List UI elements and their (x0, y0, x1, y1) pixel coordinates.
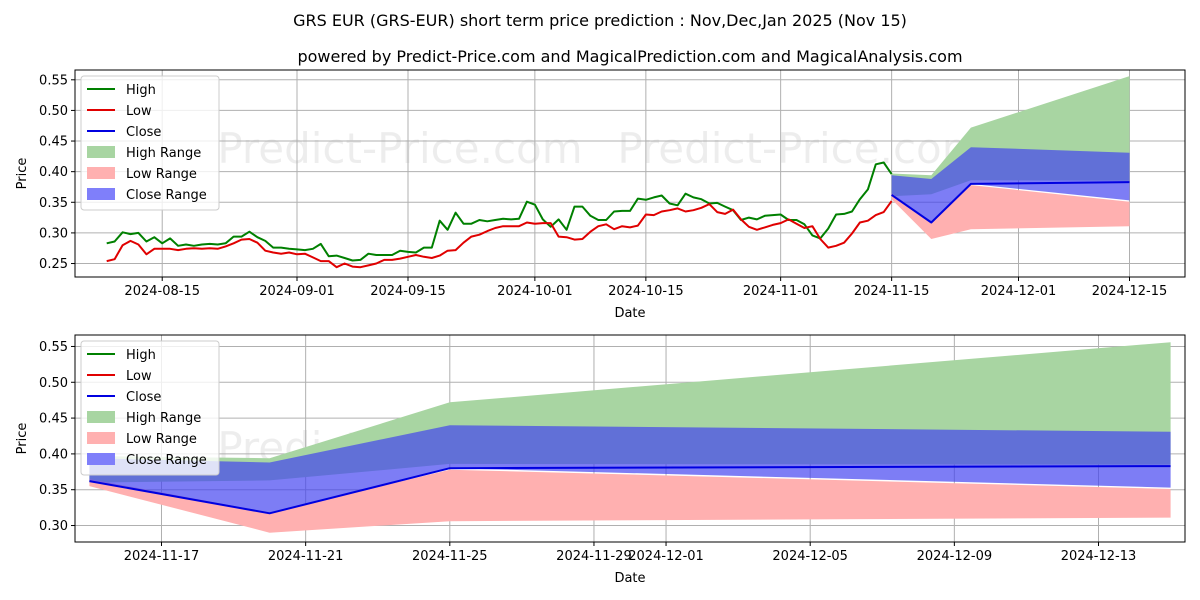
legend-box (80, 340, 220, 476)
watermark-group: Predict-Price.com Predict-Price.com Predic… (217, 124, 982, 322)
y-tick-label: 0.45 (39, 135, 68, 150)
legend-label: Close (126, 390, 161, 405)
close-series-line (891, 181, 1130, 224)
legend-label: Low Range (126, 167, 197, 182)
close-range-band (89, 425, 1171, 514)
legend-label: High Range (126, 146, 201, 161)
x-tick-label: 2024-09-15 (370, 284, 446, 299)
legend-label: Low (126, 104, 152, 119)
y-tick-label: 0.55 (39, 73, 68, 88)
chart-title: GRS EUR (GRS-EUR) short term price predi… (293, 11, 907, 30)
x-tick-label: 2024-12-09 (917, 549, 993, 564)
plot-area (106, 76, 1130, 269)
low-range-band (891, 185, 1130, 239)
legend-label: High (126, 348, 156, 363)
y-tick-label: 0.40 (39, 165, 68, 180)
watermark-text: Predict-Price.com (617, 273, 982, 322)
legend-swatch-patch (87, 432, 115, 444)
x-tick-label: 2024-09-01 (259, 284, 335, 299)
x-axis-label: Date (614, 571, 645, 586)
legend-swatch-patch (87, 188, 115, 200)
bottom-chart-panel: Predict-Price.comPredict-Price.com2024-1… (15, 334, 1186, 586)
x-tick-label: 2024-08-15 (124, 284, 200, 299)
low-range-band (89, 469, 1171, 533)
x-tick-label: 2024-11-15 (854, 284, 930, 299)
y-tick-label: 0.55 (39, 340, 68, 355)
x-tick-label: 2024-12-05 (772, 549, 848, 564)
y-tick-label: 0.50 (39, 104, 68, 119)
x-tick-label: 2024-11-17 (124, 549, 200, 564)
legend-label: High Range (126, 411, 201, 426)
legend-swatch-patch (87, 167, 115, 179)
x-tick-label: 2024-12-15 (1092, 284, 1168, 299)
x-tick-label: 2024-11-01 (743, 284, 819, 299)
y-tick-label: 0.35 (39, 483, 68, 498)
y-tick-label: 0.30 (39, 519, 68, 534)
legend-label: Close Range (126, 188, 207, 203)
y-axis-label: Price (15, 158, 30, 190)
legend-box (80, 75, 220, 211)
x-tick-label: 2024-11-25 (412, 549, 488, 564)
axes-frame (74, 334, 1186, 543)
y-tick-label: 0.35 (39, 196, 68, 211)
x-tick-label: 2024-10-15 (608, 284, 684, 299)
y-tick-label: 0.40 (39, 447, 68, 462)
watermark-text: Predict-Price.com (217, 273, 582, 322)
close-range-band (891, 147, 1130, 223)
x-tick-label: 2024-12-01 (981, 284, 1057, 299)
y-tick-label: 0.45 (39, 412, 68, 427)
legend-swatch-patch (87, 411, 115, 423)
watermark-text: Predict-Price.com (217, 124, 582, 173)
legend-swatch-patch (87, 453, 115, 465)
legend-swatch-patch (87, 146, 115, 158)
y-tick-label: 0.30 (39, 226, 68, 241)
legend: High Low Close High Range Low Range Close Ran… (80, 340, 220, 476)
watermark-text: Predict-Price.com (617, 124, 982, 173)
grid (75, 70, 1185, 277)
axes-frame (74, 69, 1186, 278)
legend-label: Close (126, 125, 161, 140)
plot-area (89, 342, 1171, 533)
y-axis-label: Price (15, 423, 30, 455)
legend-label: High (126, 83, 156, 98)
legend-label: Low (126, 369, 152, 384)
y-tick-label: 0.50 (39, 376, 68, 391)
high-series-line (106, 161, 893, 262)
x-tick-label: 2024-10-01 (497, 284, 573, 299)
y-axis: 0.25 0.30 0.35 0.40 0.45 0.50 0.55 (39, 73, 75, 272)
close-series-line (89, 465, 1171, 515)
x-tick-label: 2024-12-01 (628, 549, 704, 564)
x-tick-label: 2024-11-21 (268, 549, 344, 564)
y-axis: 0.30 0.35 0.40 0.45 0.50 0.55 (39, 340, 75, 534)
chart-subtitle: powered by Predict-Price.com and Magical… (297, 47, 962, 66)
x-tick-label: 2024-11-29 (556, 549, 632, 564)
y-tick-label: 0.25 (39, 257, 68, 272)
top-chart-panel: Predict-Price.com Predict-Price.com Predic… (15, 69, 1186, 322)
x-tick-label: 2024-12-13 (1061, 549, 1137, 564)
x-axis: 2024-11-17 2024-11-21 2024-11-25 2024-11-29… (124, 542, 1137, 564)
x-axis-label: Date (614, 306, 645, 321)
legend-label: Close Range (126, 453, 207, 468)
x-axis: 2024-08-15 2024-09-01 2024-09-15 2024-10-01… (124, 277, 1167, 299)
legend: High Low Close High Range Low Range Close Ran… (80, 75, 220, 211)
legend-label: Low Range (126, 432, 197, 447)
low-series-line (106, 200, 893, 269)
